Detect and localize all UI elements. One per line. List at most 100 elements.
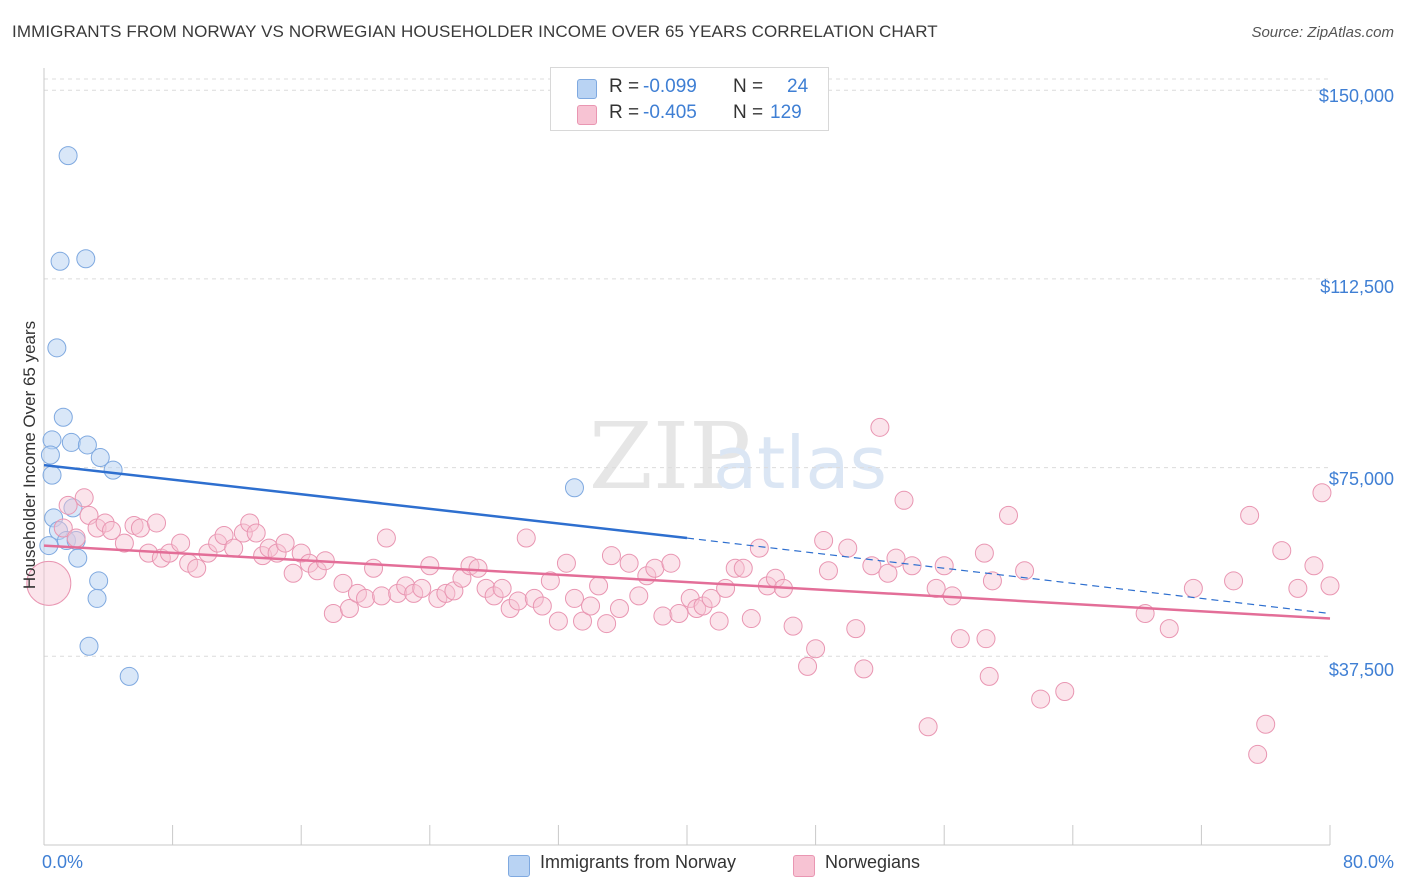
norwegian-point <box>376 528 396 548</box>
norwegian-point <box>629 586 649 606</box>
norway-point <box>103 460 123 480</box>
norwegian-point <box>818 561 838 581</box>
norwegian-point <box>333 573 353 593</box>
norway-point <box>68 548 88 568</box>
legend-r-label: R = <box>609 102 640 123</box>
norwegian-point <box>532 596 552 616</box>
norwegian-point <box>902 556 922 576</box>
norwegian-point <box>556 553 576 573</box>
legend-n-label: N = <box>733 76 764 97</box>
norwegian-trend-line <box>43 544 1331 620</box>
norwegian-point <box>862 556 882 576</box>
x-tick-label: 80.0% <box>1342 852 1394 872</box>
norwegian-point <box>548 611 568 631</box>
norwegian-point <box>508 591 528 611</box>
norwegian-point <box>918 717 938 737</box>
norwegian-point <box>1015 561 1035 581</box>
norwegian-point <box>1240 505 1260 525</box>
norwegian-point <box>609 598 629 618</box>
norwegian-point <box>693 596 713 616</box>
norwegian-point <box>950 629 970 649</box>
norwegian-point <box>540 571 560 591</box>
norwegian-point <box>1031 689 1051 709</box>
norwegian-point <box>253 546 273 566</box>
norway-point <box>47 338 67 358</box>
norwegian-point <box>323 604 343 624</box>
norwegian-point <box>838 538 858 558</box>
y-tick-label: $37,500 <box>1328 660 1394 680</box>
norway-point <box>76 249 96 269</box>
legend-r-value: -0.405 <box>643 102 697 123</box>
legend-row-norway: R = -0.099 N = 24 <box>551 76 828 102</box>
norwegian-point <box>661 553 681 573</box>
bottom-legend-label: Norwegians <box>825 852 921 872</box>
norwegian-point <box>420 556 440 576</box>
norwegian-point <box>356 588 375 608</box>
norwegian-point <box>1304 556 1324 576</box>
norwegian-point <box>979 666 999 686</box>
norwegian-point <box>886 548 906 568</box>
norwegian-point <box>1272 541 1292 561</box>
norwegian-point <box>95 513 115 533</box>
norwegian-point <box>372 586 392 606</box>
norwegian-point <box>275 533 295 553</box>
norwegian-point <box>147 513 167 533</box>
norway-trend-line <box>43 463 688 540</box>
norway-point <box>61 432 81 452</box>
norwegian-point <box>484 586 504 606</box>
norwegian-point <box>1256 714 1276 734</box>
norway-point <box>87 588 107 608</box>
norwegian-point <box>516 528 536 548</box>
norwegian-point <box>581 596 601 616</box>
legend-swatch-pink <box>577 105 597 125</box>
norway-point <box>58 146 78 166</box>
norwegian-point <box>1320 576 1340 596</box>
norwegian-point <box>564 588 584 608</box>
norwegian-point <box>291 543 311 563</box>
legend-row-norwegians: R = -0.405 N = 129 <box>551 102 828 128</box>
norwegian-point <box>619 553 639 573</box>
norwegian-point <box>102 520 122 540</box>
y-tick-label: $150,000 <box>1318 86 1394 106</box>
norwegian-point <box>66 528 86 548</box>
norwegian-point <box>412 578 432 598</box>
correlation-legend: R = -0.099 N = 24 R = -0.405 N = 129 <box>550 67 829 131</box>
norwegian-point <box>214 526 234 546</box>
legend-n-value: 129 <box>770 102 802 123</box>
norwegian-point <box>854 659 874 679</box>
norway-point <box>79 636 99 656</box>
norwegian-point <box>814 531 834 551</box>
norwegian-point <box>798 656 818 676</box>
norwegian-point <box>1288 578 1308 598</box>
bottom-legend-swatch-pink <box>793 855 815 877</box>
norwegian-point <box>716 578 736 598</box>
chart-title: IMMIGRANTS FROM NORWAY VS NORWEGIAN HOUS… <box>12 22 938 41</box>
norwegian-point <box>396 576 416 596</box>
norwegian-point <box>130 518 150 538</box>
norwegian-point <box>806 639 826 659</box>
norwegian-point <box>240 513 260 533</box>
norwegian-point <box>701 588 721 608</box>
norwegian-point <box>878 563 898 583</box>
norwegian-point <box>976 629 996 649</box>
norway-point <box>89 571 109 591</box>
norwegian-point <box>999 505 1018 525</box>
y-tick-label: $112,500 <box>1320 277 1394 297</box>
norwegian-point <box>974 543 994 563</box>
norwegian-point <box>597 614 617 634</box>
norwegian-point <box>589 576 609 596</box>
norwegian-point <box>573 611 593 631</box>
legend-r-label: R = <box>609 76 640 97</box>
norwegian-point <box>669 604 689 624</box>
norway-point <box>42 465 62 485</box>
norway-point <box>90 448 110 468</box>
norwegian-point <box>187 558 207 578</box>
bottom-legend-swatch-blue <box>508 855 530 877</box>
source-label: Source: ZipAtlas.com <box>1251 24 1394 41</box>
norwegian-point <box>1248 744 1268 764</box>
norway-point <box>119 666 139 686</box>
norwegian-point <box>492 578 512 598</box>
norwegian-point <box>364 558 384 578</box>
norwegian-point <box>1224 571 1244 591</box>
